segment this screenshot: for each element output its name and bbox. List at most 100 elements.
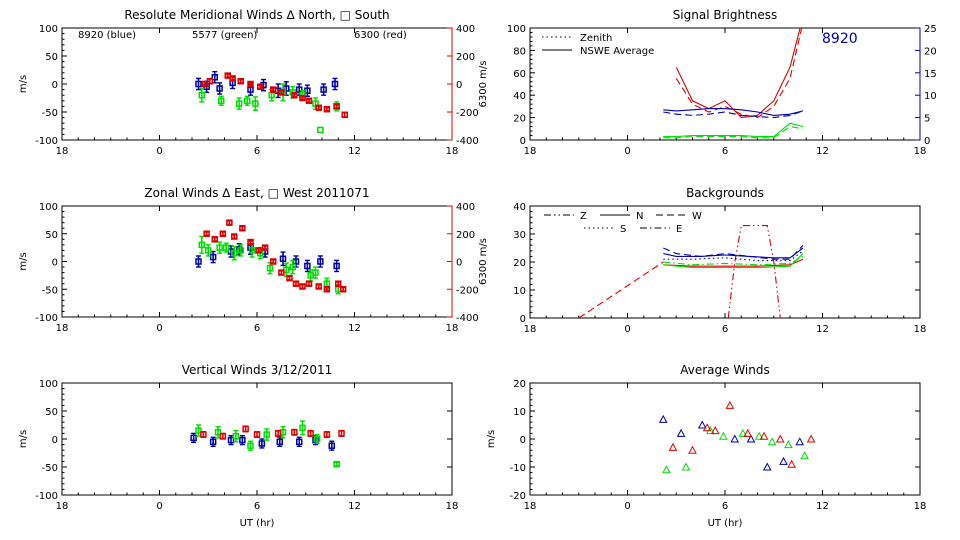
x-tick-label: 6 (722, 501, 728, 512)
y2-tick-label: 0 (456, 258, 462, 269)
data-point-blue (312, 436, 319, 444)
data-point-red (307, 430, 314, 437)
data-point-red (274, 430, 282, 437)
y-tick-label: -50 (42, 285, 58, 296)
y-tick-label: 60 (513, 69, 526, 80)
x-tick-label: 18 (56, 501, 69, 512)
x-tick-label: 0 (624, 146, 630, 157)
data-point-red (229, 75, 236, 82)
data-point-red (338, 430, 345, 437)
x-axis-label: UT (hr) (240, 518, 275, 529)
plot-area (578, 225, 804, 318)
data-point-blue (676, 428, 686, 437)
data-point-blue (333, 262, 340, 270)
legend-label: E (676, 224, 682, 235)
data-point-green (231, 249, 238, 257)
x-tick-label: 18 (524, 501, 537, 512)
chart-title: Vertical Winds 3/12/2011 (182, 363, 333, 377)
chart-title: Backgrounds (686, 186, 764, 200)
plot-frame (61, 205, 453, 318)
y-tick-label: 20 (513, 258, 526, 269)
data-point-red (219, 230, 227, 237)
y2-tick-label: -200 (456, 108, 479, 119)
y-tick-label: 100 (39, 202, 58, 213)
data-point-red (743, 428, 753, 437)
legend-label: S (620, 224, 626, 235)
y-tick-label: 0 (52, 80, 58, 91)
x-tick-label: 0 (624, 324, 630, 335)
data-point-red (292, 280, 300, 287)
y2-tick-label: 0 (456, 80, 462, 91)
data-point-green (205, 247, 212, 254)
data-point-red (247, 238, 254, 246)
data-point-blue (235, 246, 243, 253)
y-tick-label: 100 (39, 379, 58, 390)
y2-axis-label: 6300 m/s (478, 61, 489, 108)
y-tick-label: 10 (513, 407, 526, 418)
y-tick-label: 50 (45, 230, 58, 241)
y-tick-label: -50 (42, 463, 58, 474)
data-point-green (681, 462, 691, 471)
x-tick-label: 18 (446, 323, 459, 334)
chart-title: Resolute Meridional Winds ∆ North, □ Sou… (124, 8, 389, 22)
panel-average: Average Winds 18 0 6 12 18 20 10 0 -10 -20 m/s UT (h… (486, 363, 926, 529)
y2-tick-label: 200 (456, 52, 475, 63)
x-tick-label: 0 (156, 323, 162, 334)
y-tick-label: 80 (513, 46, 526, 57)
data-point-red (806, 434, 816, 443)
panel-vertical: Vertical Winds 3/12/2011 18 0 6 12 18 100 50 0 -5… (18, 363, 458, 529)
y-tick-label: -100 (35, 136, 58, 147)
plot-frame (61, 382, 453, 496)
data-point-green (252, 100, 259, 107)
data-point-green (263, 431, 270, 438)
data-point-blue (304, 262, 311, 270)
data-point-blue (211, 74, 218, 81)
series-line-red (727, 225, 781, 318)
data-point-blue (317, 258, 324, 265)
x-tick-label: 12 (348, 146, 361, 157)
series-line-green (663, 126, 804, 139)
y-tick-label: 100 (39, 24, 58, 35)
data-point-red (253, 431, 261, 438)
data-point-blue (328, 442, 335, 449)
data-point-blue (258, 440, 266, 447)
series-line-red (675, 28, 803, 119)
series-line-red (578, 261, 664, 318)
x-tick-label: 12 (816, 501, 829, 512)
y2-tick-label: 10 (924, 91, 937, 102)
y2-tick-label: 15 (924, 69, 937, 80)
data-point-green (237, 247, 244, 254)
plot-area (195, 219, 347, 295)
x-tick-label: 18 (56, 323, 69, 334)
data-point-red (702, 423, 712, 432)
data-point-red (200, 431, 207, 438)
series-line-green (663, 253, 804, 269)
data-point-blue (209, 253, 217, 261)
data-point-green (222, 244, 230, 251)
x-tick-label: 6 (254, 146, 260, 157)
data-point-red (323, 105, 331, 113)
y-tick-label: -10 (510, 463, 526, 474)
data-point-red (211, 236, 218, 243)
data-point-blue (697, 420, 707, 429)
data-point-red (725, 400, 735, 409)
y-tick-label: -50 (42, 108, 58, 119)
data-point-green (214, 429, 222, 436)
data-point-green (313, 435, 321, 443)
x-tick-label: 6 (722, 146, 728, 157)
data-point-green (800, 451, 809, 460)
x-tick-label: 12 (348, 323, 361, 334)
y-axis-label: m/s (18, 252, 29, 270)
data-point-red (239, 224, 246, 232)
data-point-blue (795, 437, 805, 446)
y2-tick-label: 400 (456, 24, 475, 35)
x-tick-label: 18 (524, 146, 537, 157)
data-point-blue (195, 80, 202, 88)
data-point-red (257, 83, 264, 91)
legend-label: NSWE Average (580, 46, 654, 57)
data-point-red (668, 442, 678, 451)
data-point-green (662, 465, 671, 474)
x-tick-label: 18 (914, 501, 927, 512)
